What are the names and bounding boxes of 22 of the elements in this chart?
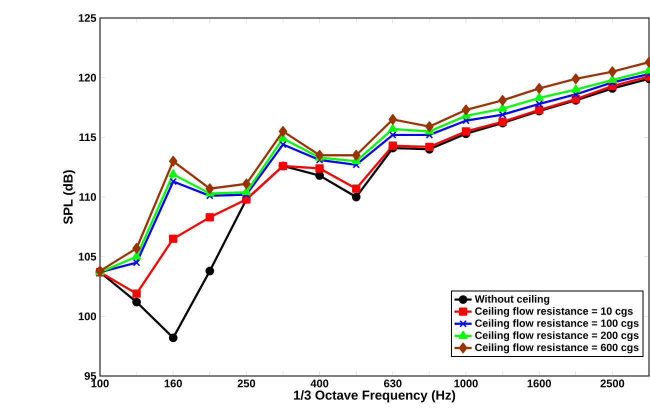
x-tick-label: 250 — [238, 380, 256, 388]
x-tick-label: 1600 — [528, 380, 551, 388]
y-tick-label: 115 — [79, 134, 96, 142]
y-tick-label: 95 — [84, 372, 96, 380]
x-tick-label: 630 — [384, 380, 402, 388]
x-tick-label: 1000 — [454, 380, 478, 388]
y-tick-label: 100 — [78, 312, 96, 320]
legend-label: Ceiling flow resistance = 200 cgs — [475, 331, 639, 342]
x-tick-label: 2500 — [600, 380, 624, 388]
legend-label: Ceiling flow resistance = 10 cgs — [475, 307, 633, 317]
y-tick-label: 120 — [78, 74, 96, 82]
x-tick-label: 400 — [310, 380, 328, 388]
y-tick-label: 110 — [79, 193, 96, 201]
y-tick-label: 105 — [78, 252, 96, 261]
legend-label: Ceiling flow resistance = 600 cgs — [475, 343, 639, 354]
legend-label: Without ceiling — [474, 294, 550, 305]
legend-label: Ceiling flow resistance = 100 cgs — [475, 319, 639, 330]
y-axis-title: SPL (dB) — [63, 170, 76, 224]
y-tick-label: 125 — [78, 14, 96, 22]
x-tick-label: 160 — [164, 380, 182, 388]
x-tick-label: 100 — [92, 380, 109, 388]
x-axis-title: 1/3 Octave Frequency (Hz) — [294, 390, 456, 402]
